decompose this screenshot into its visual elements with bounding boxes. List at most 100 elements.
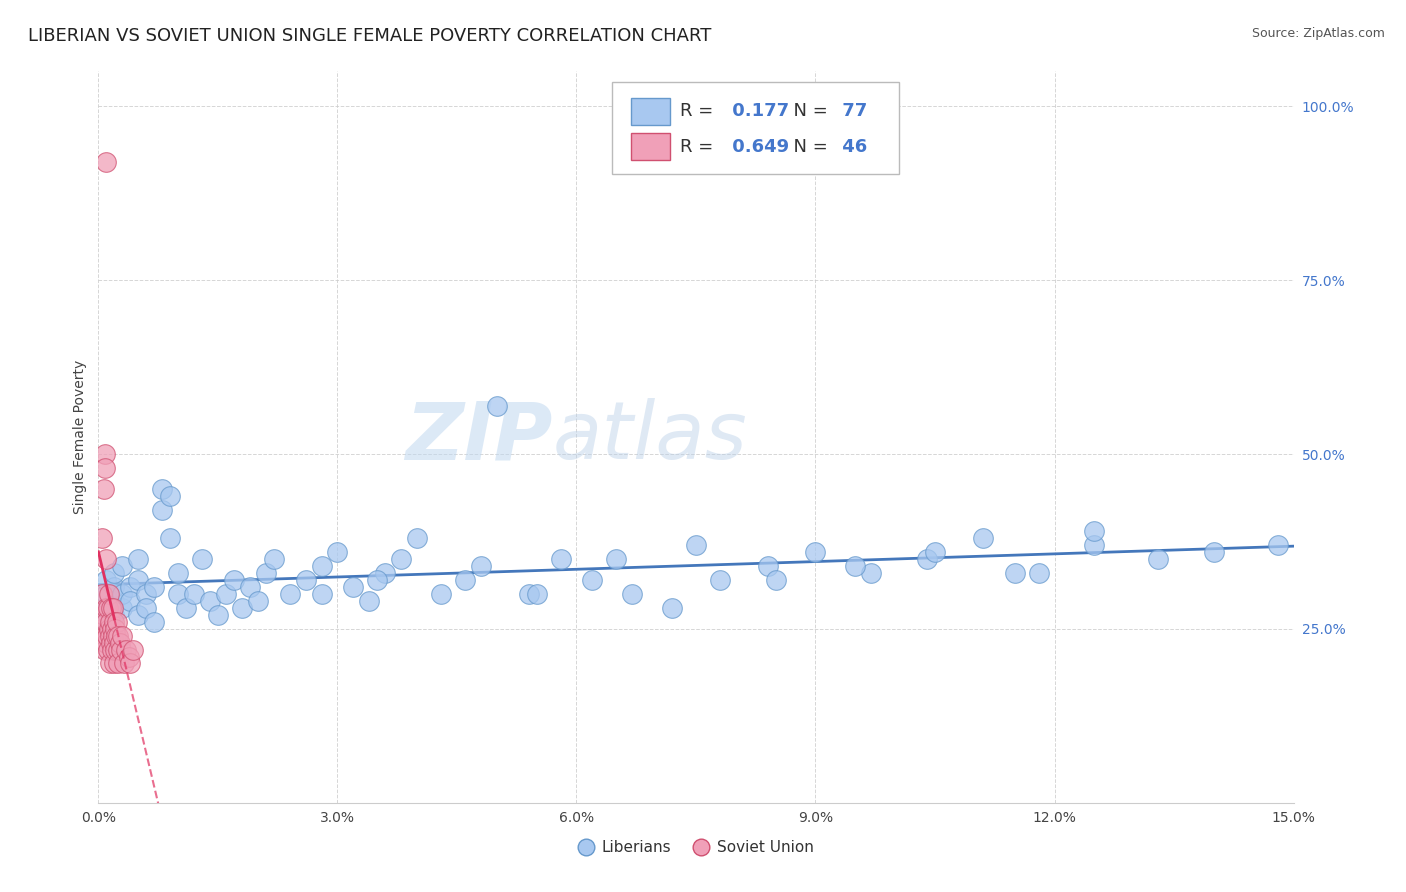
Point bbox=[765, 573, 787, 587]
Point bbox=[110, 642, 132, 657]
Point bbox=[430, 587, 453, 601]
Point bbox=[311, 587, 333, 601]
Point bbox=[94, 461, 117, 475]
Point bbox=[239, 580, 262, 594]
Text: Source: ZipAtlas.com: Source: ZipAtlas.com bbox=[1251, 27, 1385, 40]
Point bbox=[1004, 566, 1026, 580]
Point bbox=[121, 642, 143, 657]
FancyBboxPatch shape bbox=[613, 82, 900, 174]
Point bbox=[254, 566, 277, 580]
Point bbox=[97, 587, 120, 601]
Point bbox=[107, 629, 129, 643]
Point bbox=[96, 587, 118, 601]
Text: N =: N = bbox=[782, 103, 834, 120]
Point bbox=[111, 600, 134, 615]
Point bbox=[389, 552, 412, 566]
FancyBboxPatch shape bbox=[631, 133, 669, 160]
Point bbox=[127, 552, 149, 566]
Point bbox=[97, 642, 120, 657]
Point bbox=[1028, 566, 1050, 580]
Point bbox=[91, 587, 114, 601]
Point bbox=[311, 558, 333, 573]
Point bbox=[860, 566, 883, 580]
Point bbox=[972, 531, 994, 545]
Point bbox=[101, 600, 124, 615]
Point bbox=[120, 580, 142, 594]
Point bbox=[98, 629, 121, 643]
Point bbox=[97, 600, 120, 615]
Point bbox=[96, 635, 118, 649]
Point bbox=[103, 580, 125, 594]
Point bbox=[231, 600, 253, 615]
Point bbox=[1267, 538, 1289, 552]
Point bbox=[103, 594, 125, 608]
Point bbox=[374, 566, 396, 580]
Point bbox=[246, 594, 269, 608]
Point bbox=[107, 642, 129, 657]
Text: 46: 46 bbox=[835, 137, 868, 155]
Text: R =: R = bbox=[681, 103, 720, 120]
Point bbox=[1147, 552, 1170, 566]
Point bbox=[222, 573, 245, 587]
Point bbox=[103, 635, 125, 649]
Point bbox=[915, 552, 938, 566]
Point bbox=[1083, 538, 1105, 552]
Point bbox=[342, 580, 364, 594]
Point bbox=[100, 635, 122, 649]
Text: 0.177: 0.177 bbox=[725, 103, 789, 120]
Point bbox=[804, 545, 827, 559]
Text: LIBERIAN VS SOVIET UNION SINGLE FEMALE POVERTY CORRELATION CHART: LIBERIAN VS SOVIET UNION SINGLE FEMALE P… bbox=[28, 27, 711, 45]
Point bbox=[94, 642, 117, 657]
Point bbox=[94, 629, 117, 643]
Point bbox=[101, 629, 124, 643]
Point bbox=[112, 657, 135, 671]
Point bbox=[454, 573, 477, 587]
Legend: Liberians, Soviet Union: Liberians, Soviet Union bbox=[572, 834, 820, 861]
Point bbox=[159, 489, 181, 503]
Point bbox=[127, 573, 149, 587]
Point bbox=[191, 552, 214, 566]
Point bbox=[93, 483, 115, 497]
Y-axis label: Single Female Poverty: Single Female Poverty bbox=[73, 360, 87, 514]
Point bbox=[143, 580, 166, 594]
Point bbox=[127, 607, 149, 622]
FancyBboxPatch shape bbox=[631, 98, 669, 125]
Text: atlas: atlas bbox=[553, 398, 748, 476]
Point bbox=[150, 483, 173, 497]
Point bbox=[96, 155, 118, 169]
Text: N =: N = bbox=[782, 137, 834, 155]
Point bbox=[526, 587, 548, 601]
Point bbox=[91, 622, 114, 636]
Point bbox=[167, 566, 190, 580]
Point bbox=[103, 607, 125, 622]
Point bbox=[96, 615, 118, 629]
Point bbox=[115, 642, 138, 657]
Text: R =: R = bbox=[681, 137, 720, 155]
Point bbox=[96, 629, 118, 643]
Point bbox=[685, 538, 707, 552]
Point bbox=[1083, 524, 1105, 538]
Point bbox=[294, 573, 316, 587]
Point bbox=[174, 600, 197, 615]
Point bbox=[756, 558, 779, 573]
Point bbox=[550, 552, 572, 566]
Point bbox=[485, 399, 508, 413]
Point bbox=[98, 657, 122, 671]
Point bbox=[94, 552, 117, 566]
Point bbox=[97, 622, 120, 636]
Point bbox=[581, 573, 603, 587]
Point bbox=[661, 600, 683, 615]
Point bbox=[406, 531, 429, 545]
Text: 77: 77 bbox=[835, 103, 868, 120]
Point bbox=[924, 545, 946, 559]
Point bbox=[118, 649, 141, 664]
Point bbox=[198, 594, 221, 608]
Text: 0.649: 0.649 bbox=[725, 137, 789, 155]
Point bbox=[278, 587, 301, 601]
Point bbox=[111, 587, 134, 601]
Point bbox=[93, 607, 115, 622]
Point bbox=[100, 600, 122, 615]
Point bbox=[103, 566, 125, 580]
Point bbox=[101, 642, 124, 657]
Point bbox=[111, 558, 134, 573]
